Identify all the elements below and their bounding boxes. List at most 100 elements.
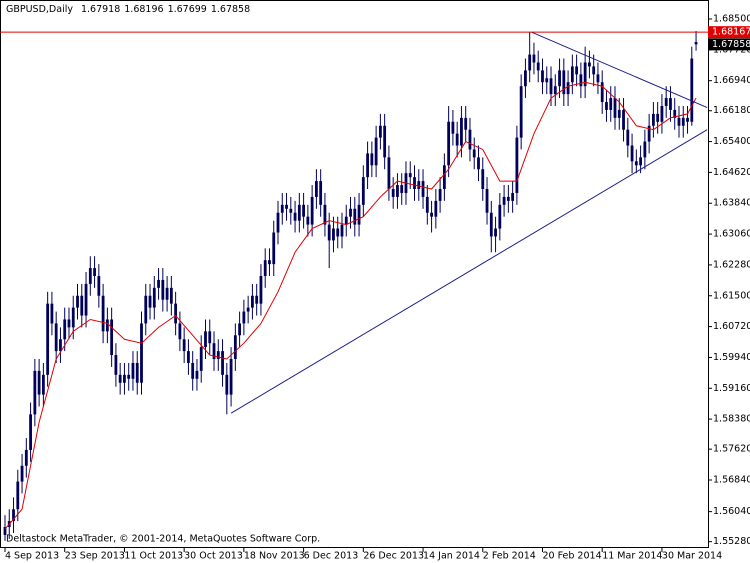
candle-body	[302, 204, 305, 217]
candle-body	[498, 204, 502, 229]
candle-body	[464, 117, 468, 130]
candle-body	[374, 137, 378, 166]
candle-body	[37, 370, 41, 395]
candle-body	[383, 125, 387, 158]
candle-body	[174, 303, 178, 324]
candle-body	[425, 196, 429, 213]
candle-body	[212, 343, 216, 360]
candle-body	[656, 113, 660, 122]
candle-body	[660, 105, 664, 122]
candle-body	[319, 181, 323, 205]
candle-body	[387, 157, 391, 190]
candle-body	[306, 216, 310, 225]
y-tick-label: 1.59160	[713, 383, 750, 394]
y-tick-label: 1.63060	[713, 229, 750, 240]
candle-body	[84, 283, 88, 316]
candle-body	[33, 370, 37, 415]
candle-body	[268, 260, 271, 265]
moving-average-line	[4, 81, 697, 530]
candle-body	[24, 449, 28, 466]
candle-body	[229, 359, 233, 395]
trendline	[230, 129, 708, 414]
symbol-title: GBPUSD,Daily	[6, 4, 73, 15]
candle-body	[524, 70, 527, 87]
y-tick-label: 1.59940	[713, 352, 750, 363]
candle-body	[101, 295, 105, 332]
candle-body	[63, 319, 67, 340]
candle-body	[562, 70, 566, 95]
candles	[3, 31, 698, 541]
candle-body	[67, 319, 71, 328]
candle-body	[532, 54, 536, 63]
candle-body	[50, 303, 54, 324]
candle-body	[41, 374, 45, 395]
candle-body	[127, 374, 131, 379]
candle-body	[592, 66, 596, 75]
candle-body	[336, 228, 340, 237]
candle-body	[413, 177, 416, 190]
candle-body	[643, 141, 647, 158]
y-tick-label: 1.55280	[713, 536, 750, 547]
y-tick-label: 1.66180	[713, 105, 750, 116]
copyright-footer: Deltastock MetaTrader, © 2001-2014, Meta…	[6, 534, 320, 545]
candle-body	[366, 153, 369, 178]
candle-body	[477, 157, 480, 170]
candle-body	[293, 212, 297, 221]
candle-body	[609, 98, 613, 110]
price-level-label: 1.68167	[712, 27, 750, 38]
candle-body	[349, 208, 352, 217]
candle-body	[110, 319, 114, 356]
candle-body	[664, 98, 668, 106]
candle-body	[434, 200, 438, 217]
candle-body	[148, 295, 152, 308]
candle-body	[80, 295, 84, 316]
candle-body	[221, 351, 224, 375]
candle-body	[297, 204, 301, 221]
candle-body	[16, 481, 20, 510]
candle-body	[242, 311, 246, 324]
candle-body	[71, 307, 75, 328]
price-level-box	[708, 26, 750, 39]
candle-body	[549, 78, 553, 95]
candle-body	[417, 181, 421, 190]
candle-body	[182, 339, 186, 352]
candle-body	[400, 185, 404, 193]
candle-body	[361, 177, 365, 205]
candle-body	[506, 196, 510, 201]
candle-body	[391, 189, 395, 197]
candle-body	[669, 98, 672, 110]
x-tick-label: 30 Mar 2014	[662, 551, 722, 562]
candle-body	[29, 414, 32, 450]
y-tick-label: 1.61500	[713, 290, 750, 301]
header-high: 1.68196	[124, 4, 163, 15]
candle-body	[12, 509, 15, 522]
candle-body	[314, 181, 318, 197]
candle-body	[225, 374, 229, 395]
candle-body	[97, 275, 101, 296]
y-tick-label: 1.66940	[713, 75, 750, 86]
header-low: 1.67699	[168, 4, 207, 15]
candle-body	[76, 295, 79, 308]
x-tick-label: 6 Dec 2013	[304, 551, 359, 562]
candle-body	[686, 117, 689, 122]
plot-frame	[0, 0, 709, 548]
y-tick-label: 1.57620	[713, 444, 750, 455]
header-open: 1.67918	[81, 4, 120, 15]
candle-body	[558, 70, 561, 87]
chart-header: GBPUSD,Daily 1.67918 1.68196 1.67699 1.67858	[6, 4, 250, 15]
candle-body	[519, 86, 523, 138]
y-tick-label: 1.63840	[713, 198, 750, 209]
candle-body	[651, 113, 655, 126]
candle-body	[169, 287, 173, 304]
candle-body	[489, 212, 493, 237]
candle-body	[647, 125, 651, 142]
candle-body	[289, 208, 293, 213]
candle-body	[233, 335, 237, 360]
candle-body	[135, 362, 139, 383]
candle-body	[280, 204, 284, 213]
candle-body	[251, 295, 254, 308]
x-tick-label: 14 Jan 2014	[423, 551, 480, 562]
candle-body	[605, 102, 608, 110]
candle-body	[694, 42, 698, 45]
